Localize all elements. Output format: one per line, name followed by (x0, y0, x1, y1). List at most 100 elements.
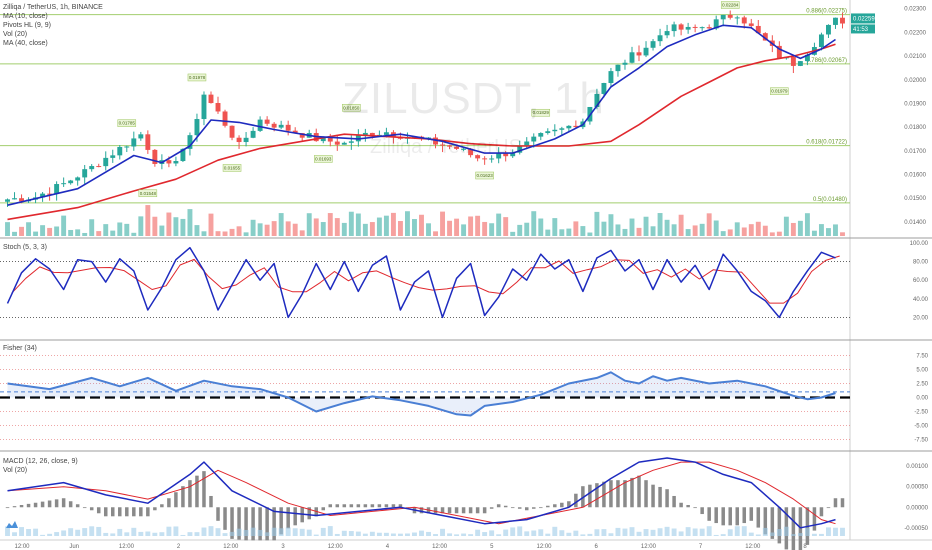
macd-volume-bar (643, 529, 649, 536)
macd-hist-bar (461, 507, 466, 514)
time-tick-label: 12:00 (14, 544, 30, 550)
macd-volume-bar (397, 533, 403, 536)
macd-volume-bar (152, 532, 158, 536)
macd-tick-label: 0.00050 (906, 485, 928, 491)
volume-bar (692, 225, 698, 236)
volume-bar (103, 224, 109, 236)
volume-bar (461, 224, 467, 236)
candle-body (327, 136, 333, 142)
volume-bar (117, 222, 123, 236)
macd-volume-bar (790, 534, 796, 536)
volume-bar (755, 221, 761, 236)
indicator-ma40-label[interactable]: MA (40, close) (3, 40, 48, 47)
macd-hist-bar (103, 507, 108, 517)
indicator-ma10-label[interactable]: MA (10, close) (3, 13, 48, 20)
fisher-tick-label: 5.00 (916, 367, 928, 373)
macd-hist-bar (440, 507, 445, 514)
macd-hist-bar (363, 504, 368, 508)
volume-bar (96, 231, 102, 236)
macd-hist-bar (468, 507, 473, 514)
fisher-tick-label: 0.00 (916, 396, 928, 402)
time-tick-label: 12:00 (745, 544, 761, 550)
macd-volume-bar (159, 532, 165, 536)
volume-bar (727, 229, 733, 236)
candle-body (804, 54, 810, 62)
fisher-legend[interactable]: Fisher (34) (3, 345, 37, 352)
candle-body (650, 41, 656, 48)
volume-bar (664, 219, 670, 236)
volume-bar (201, 231, 207, 236)
candle-body (840, 17, 845, 24)
macd-hist-bar (216, 507, 220, 521)
macd-volume-bar (292, 528, 298, 536)
macd-volume-bar (201, 527, 207, 536)
candle-body (47, 193, 53, 195)
volume-bar (257, 223, 263, 236)
volume-bar (503, 217, 509, 236)
candle-body (173, 161, 179, 164)
volume-bar (299, 230, 305, 236)
macd-hist-bar (54, 499, 59, 508)
macd-hist-bar (567, 501, 571, 508)
volume-bar (152, 216, 158, 236)
volume-bar (334, 218, 340, 236)
macd-volume-bar (229, 531, 235, 536)
volume-bar (783, 216, 789, 236)
macd-hist-bar (286, 507, 290, 529)
candle-body (68, 180, 74, 184)
candle-body (320, 136, 326, 142)
macd-hist-bar (630, 477, 634, 508)
macd-hist-bar (826, 507, 831, 509)
volume-bar (622, 228, 628, 236)
candle-body (643, 47, 649, 56)
macd-hist-bar (209, 495, 213, 508)
tradingview-logo-icon[interactable] (5, 519, 19, 529)
candle-body (657, 35, 663, 42)
candle-body (734, 17, 740, 19)
macd-legend[interactable]: MACD (12, 26, close, 9) Vol (20) (3, 458, 78, 474)
macd-hist-bar (546, 505, 550, 508)
stoch-legend[interactable]: Stoch (5, 3, 3) (3, 244, 47, 251)
candle-body (278, 124, 284, 128)
candle-body (12, 198, 17, 200)
macd-volume-bar (840, 527, 845, 536)
macd-hist-bar (356, 504, 361, 508)
symbol-watermark: ZILUSDT, 1h (342, 74, 605, 123)
macd-volume-bar (250, 527, 256, 536)
macd-volume-bar (222, 533, 228, 536)
volume-bar (355, 213, 361, 236)
candle-body (538, 133, 544, 137)
macd-hist-bar (503, 505, 508, 508)
ma10-line (7, 24, 836, 206)
macd-volume-bar (797, 533, 803, 536)
pivot-label-box (475, 171, 494, 180)
indicator-vol-label[interactable]: Vol (20) (3, 31, 28, 38)
time-tick-label: 12:00 (223, 544, 239, 550)
candle-body (117, 146, 123, 156)
macd-hist-bar (335, 504, 340, 508)
macd-volume-bar (68, 528, 74, 536)
macd-volume-bar (447, 533, 453, 536)
macd-volume-bar (5, 526, 10, 536)
macd-hist-bar (272, 507, 276, 541)
price-tick-label: 0.02200 (904, 30, 926, 36)
indicator-pivots-label[interactable]: Pivots HL (9, 9) (3, 22, 51, 29)
macd-volume-bar (783, 526, 789, 536)
macd-hist-bar (237, 507, 241, 540)
macd-volume-bar (390, 533, 396, 536)
volume-bar (510, 231, 516, 236)
macd-volume-bar (362, 533, 368, 536)
candle-body (482, 158, 488, 160)
candle-body (299, 133, 305, 138)
volume-bar (454, 218, 460, 236)
candle-body (187, 135, 193, 149)
macd-volume-bar (243, 529, 249, 536)
macd-hist-bar (181, 486, 185, 508)
volume-bar (545, 229, 551, 236)
macd-hist-bar (174, 492, 178, 508)
macd-volume-bar (341, 530, 347, 536)
time-tick-label: 12:00 (641, 544, 657, 550)
stoch-tick-label: 60.00 (913, 278, 929, 284)
volume-bar (271, 221, 277, 236)
